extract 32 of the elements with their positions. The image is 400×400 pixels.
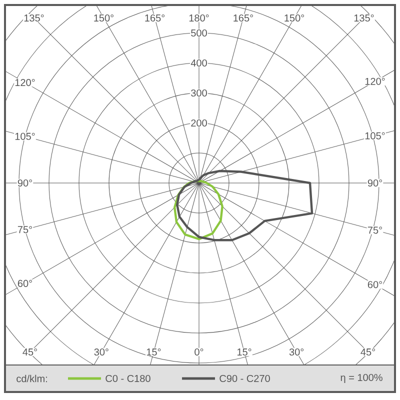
y-tick-label: 300 <box>191 89 207 97</box>
spoke-label: 60° <box>368 281 382 288</box>
spoke-label: 150° <box>284 14 304 22</box>
text: η = 100% <box>340 374 382 384</box>
spoke-label: 165° <box>145 14 165 22</box>
spoke-label: 90° <box>18 179 32 187</box>
spoke-label: 105° <box>15 132 35 140</box>
spoke-label: 165° <box>234 14 253 22</box>
spoke-label: 135° <box>354 14 374 22</box>
legend-label: C0 - C180 <box>106 374 150 382</box>
spoke-label: 15° <box>237 348 252 356</box>
spoke-label: 45° <box>360 348 375 356</box>
spoke-label: 120° <box>15 79 35 86</box>
spoke-label: 30° <box>289 348 304 356</box>
spoke-label: 30° <box>94 348 108 356</box>
spoke-label: 180° <box>189 14 209 22</box>
spoke-label: 15° <box>146 348 161 356</box>
spoke-label: 105° <box>365 132 385 140</box>
spoke-label: 90° <box>368 179 382 187</box>
y-tick-label: 500 <box>191 29 207 37</box>
spoke-label: 75° <box>18 226 32 234</box>
legend-label: C90 - C270 <box>220 374 270 382</box>
spoke-label: 60° <box>18 280 32 287</box>
legend-title: cd/klm: <box>16 374 47 382</box>
spoke-label: 150° <box>94 14 114 22</box>
spoke-label: 75° <box>368 226 382 234</box>
spoke-label: 135° <box>24 14 44 22</box>
spoke-label: 120° <box>365 78 385 85</box>
spoke-label: 0° <box>194 348 204 356</box>
y-tick-label: 200 <box>191 119 207 127</box>
y-tick-label: 400 <box>190 59 207 67</box>
spoke-label: 45° <box>22 348 37 356</box>
